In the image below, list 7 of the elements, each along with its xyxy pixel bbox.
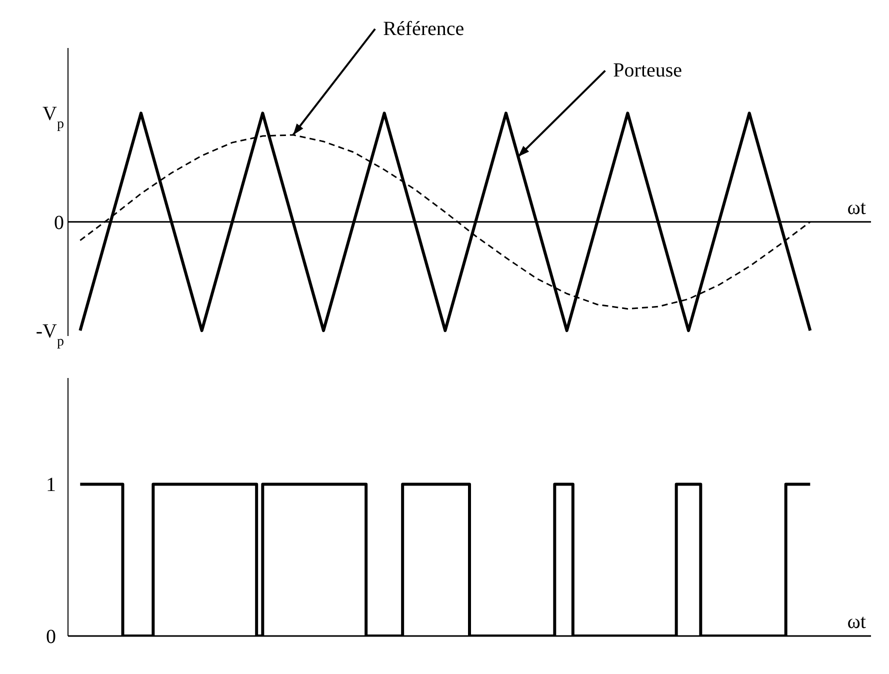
x-axis-title: ωt <box>847 611 866 633</box>
text: V$_{p}$ <box>42 103 64 132</box>
text: -V$_{p}$ <box>36 320 64 350</box>
text: Référence <box>383 18 464 40</box>
y-tick-label: 1 <box>46 474 56 496</box>
x-axis-title: ωt <box>847 196 866 219</box>
series-label: Porteuse <box>613 60 682 82</box>
